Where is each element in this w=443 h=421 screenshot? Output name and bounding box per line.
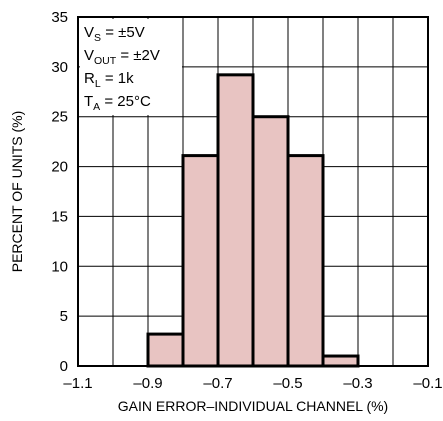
- x-tick-label: –0.5: [273, 375, 302, 392]
- annotation-line: VS = ±5V: [84, 24, 145, 44]
- histogram-bar: [181, 154, 220, 368]
- y-tick-label: 35: [51, 9, 68, 26]
- y-tick-labels: 0 5 10 15 20 25 30 35: [51, 9, 68, 375]
- x-tick-label: –0.7: [203, 375, 232, 392]
- x-tick-label: –1.1: [63, 375, 92, 392]
- y-tick-label: 20: [51, 159, 68, 176]
- x-tick-label: –0.1: [413, 375, 442, 392]
- y-tick-label: 10: [51, 258, 68, 275]
- y-tick-label: 5: [60, 308, 68, 325]
- annotation-line: VOUT = ±2V: [84, 47, 160, 67]
- x-tick-label: –0.9: [133, 375, 162, 392]
- y-axis-label: PERCENT OF UNITS (%): [9, 111, 25, 273]
- y-tick-label: 30: [51, 59, 68, 76]
- x-axis-label: GAIN ERROR–INDIVIDUAL CHANNEL (%): [118, 398, 388, 414]
- histogram-bar: [146, 332, 185, 368]
- x-tick-label: –0.3: [343, 375, 372, 392]
- x-tick-labels: –1.1 –0.9 –0.7 –0.5 –0.3 –0.1: [63, 375, 442, 392]
- annotation-line: TA = 25°C: [84, 93, 151, 113]
- y-tick-label: 25: [51, 109, 68, 126]
- annotation-background: [80, 19, 182, 115]
- y-tick-label: 15: [51, 208, 68, 225]
- histogram-bar: [286, 154, 325, 368]
- annotation-block: VS = ±5V VOUT = ±2V RL = 1k TA = 25°C: [84, 24, 160, 113]
- histogram-bar: [216, 73, 255, 368]
- histogram-bar: [251, 115, 290, 368]
- y-tick-label: 0: [60, 358, 68, 375]
- histogram-bars: [146, 73, 360, 368]
- annotation-line: RL = 1k: [84, 70, 134, 90]
- histogram-bar: [321, 354, 360, 368]
- plot-frame: [77, 16, 429, 367]
